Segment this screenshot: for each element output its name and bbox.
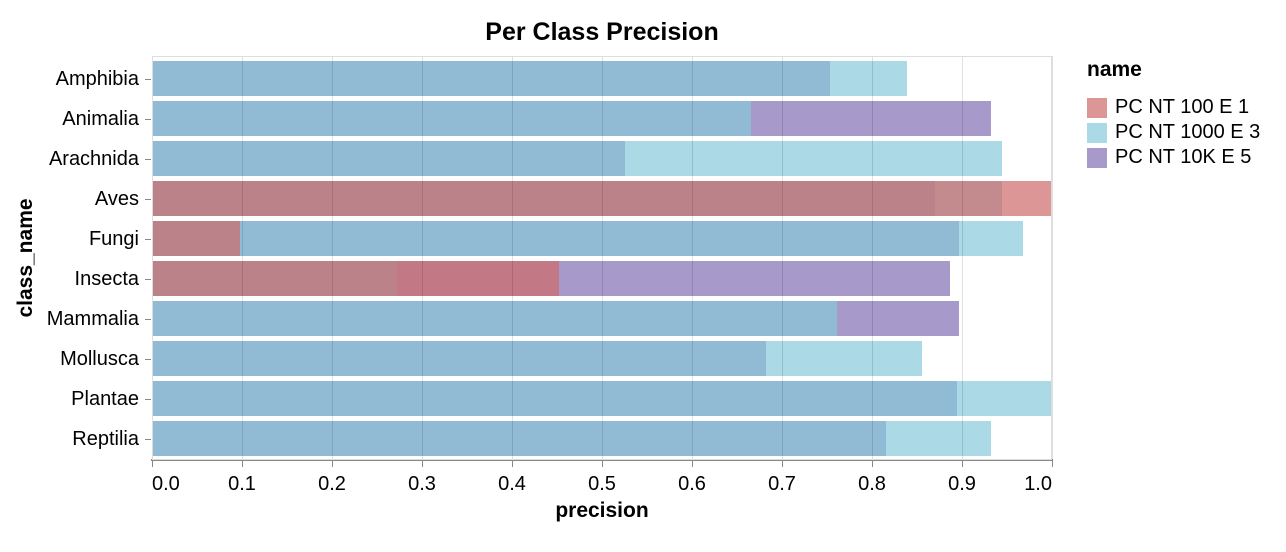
y-category-label-mammalia: Mammalia xyxy=(46,307,139,330)
x-tick-label-0.4: 0.4 xyxy=(498,473,526,495)
legend-entry-pc-nt-100-e-1: PC NT 100 E 1 xyxy=(1087,95,1260,120)
gridline-0.6 xyxy=(691,56,693,460)
x-tick-label-1.0: 1.0 xyxy=(1024,473,1052,495)
gridline-0.7 xyxy=(781,56,783,460)
x-tick-0.6 xyxy=(691,461,693,467)
x-tick-0.8 xyxy=(871,461,873,467)
x-tick-1.0 xyxy=(1051,461,1053,467)
x-tick-label-0.9: 0.9 xyxy=(948,473,976,495)
gridline-0.3 xyxy=(421,56,423,460)
bar-animalia-pc-nt-1000-e-3 xyxy=(152,101,751,136)
y-category-label-insecta: Insecta xyxy=(74,267,139,290)
gridline-0.5 xyxy=(601,56,603,460)
y-tick-aves xyxy=(145,199,151,200)
gridline-0.9 xyxy=(961,56,963,460)
bar-insecta-pc-nt-100-e-1 xyxy=(152,261,559,296)
x-tick-0.5 xyxy=(601,461,603,467)
gridline-0.0 xyxy=(151,56,153,460)
x-tick-0.2 xyxy=(331,461,333,467)
bar-aves-pc-nt-100-e-1 xyxy=(152,181,1052,216)
y-tick-amphibia xyxy=(145,79,151,80)
bar-amphibia-pc-nt-1000-e-3 xyxy=(152,61,908,96)
x-tick-0.4 xyxy=(511,461,513,467)
x-axis-line xyxy=(151,459,1053,461)
x-tick-label-0.0: 0.0 xyxy=(152,473,180,495)
y-category-label-reptilia: Reptilia xyxy=(72,427,139,450)
x-tick-label-0.1: 0.1 xyxy=(228,473,256,495)
y-tick-mammalia xyxy=(145,319,151,320)
legend: name PC NT 100 E 1 PC NT 1000 E 3 PC NT 10… xyxy=(1087,58,1260,170)
x-tick-0.9 xyxy=(961,461,963,467)
y-tick-insecta xyxy=(145,279,151,280)
gridline-0.4 xyxy=(511,56,513,460)
x-tick-label-0.8: 0.8 xyxy=(858,473,886,495)
gridline-0.1 xyxy=(241,56,243,460)
y-axis-title: class_name xyxy=(14,198,37,318)
y-tick-reptilia xyxy=(145,439,151,440)
x-tick-0.7 xyxy=(781,461,783,467)
bar-mammalia-pc-nt-1000-e-3 xyxy=(152,301,837,336)
y-category-label-aves: Aves xyxy=(94,187,139,210)
legend-title: name xyxy=(1087,58,1142,81)
y-category-label-plantae: Plantae xyxy=(71,387,139,410)
plot-area xyxy=(151,56,1053,460)
y-category-label-animalia: Animalia xyxy=(62,107,139,130)
x-tick-label-0.5: 0.5 xyxy=(588,473,616,495)
y-category-label-mollusca: Mollusca xyxy=(60,347,139,370)
bar-plantae-pc-nt-1000-e-3 xyxy=(152,381,1052,416)
y-tick-plantae xyxy=(145,399,151,400)
legend-entries: PC NT 100 E 1 PC NT 1000 E 3 PC NT 10K E 5 xyxy=(1087,95,1260,170)
gridline-0.2 xyxy=(331,56,333,460)
y-category-label-amphibia: Amphibia xyxy=(55,67,139,90)
y-category-label-arachnida: Arachnida xyxy=(48,147,139,170)
bar-reptilia-pc-nt-1000-e-3 xyxy=(152,421,991,456)
y-category-label-fungi: Fungi xyxy=(88,227,139,250)
bar-fungi-pc-nt-100-e-1 xyxy=(152,221,241,256)
gridline-0.8 xyxy=(871,56,873,460)
legend-label: PC NT 10K E 5 xyxy=(1115,146,1252,168)
x-tick-0.1 xyxy=(241,461,243,467)
x-tick-0.0 xyxy=(151,461,153,467)
x-tick-label-0.6: 0.6 xyxy=(678,473,706,495)
y-tick-mollusca xyxy=(145,359,151,360)
bar-fungi-pc-nt-1000-e-3 xyxy=(152,221,1024,256)
y-tick-fungi xyxy=(145,239,151,240)
x-tick-0.3 xyxy=(421,461,423,467)
x-tick-label-0.7: 0.7 xyxy=(768,473,796,495)
gridline-1.0 xyxy=(1051,56,1053,460)
y-tick-arachnida xyxy=(145,159,151,160)
legend-entry-pc-nt-10k-e-5: PC NT 10K E 5 xyxy=(1087,145,1260,170)
legend-entry-pc-nt-1000-e-3: PC NT 1000 E 3 xyxy=(1087,120,1260,145)
legend-label: PC NT 1000 E 3 xyxy=(1115,121,1261,143)
legend-swatch-icon xyxy=(1087,147,1107,168)
x-tick-label-0.2: 0.2 xyxy=(318,473,346,495)
bar-mollusca-pc-nt-1000-e-3 xyxy=(152,341,922,376)
x-axis-title: precision xyxy=(555,499,649,522)
legend-label: PC NT 100 E 1 xyxy=(1115,96,1250,118)
legend-swatch-icon xyxy=(1087,97,1107,118)
chart-title: Per Class Precision xyxy=(485,18,719,46)
legend-swatch-icon xyxy=(1087,122,1107,143)
x-tick-label-0.3: 0.3 xyxy=(408,473,436,495)
bar-arachnida-pc-nt-1000-e-3 xyxy=(152,141,1002,176)
y-tick-animalia xyxy=(145,119,151,120)
